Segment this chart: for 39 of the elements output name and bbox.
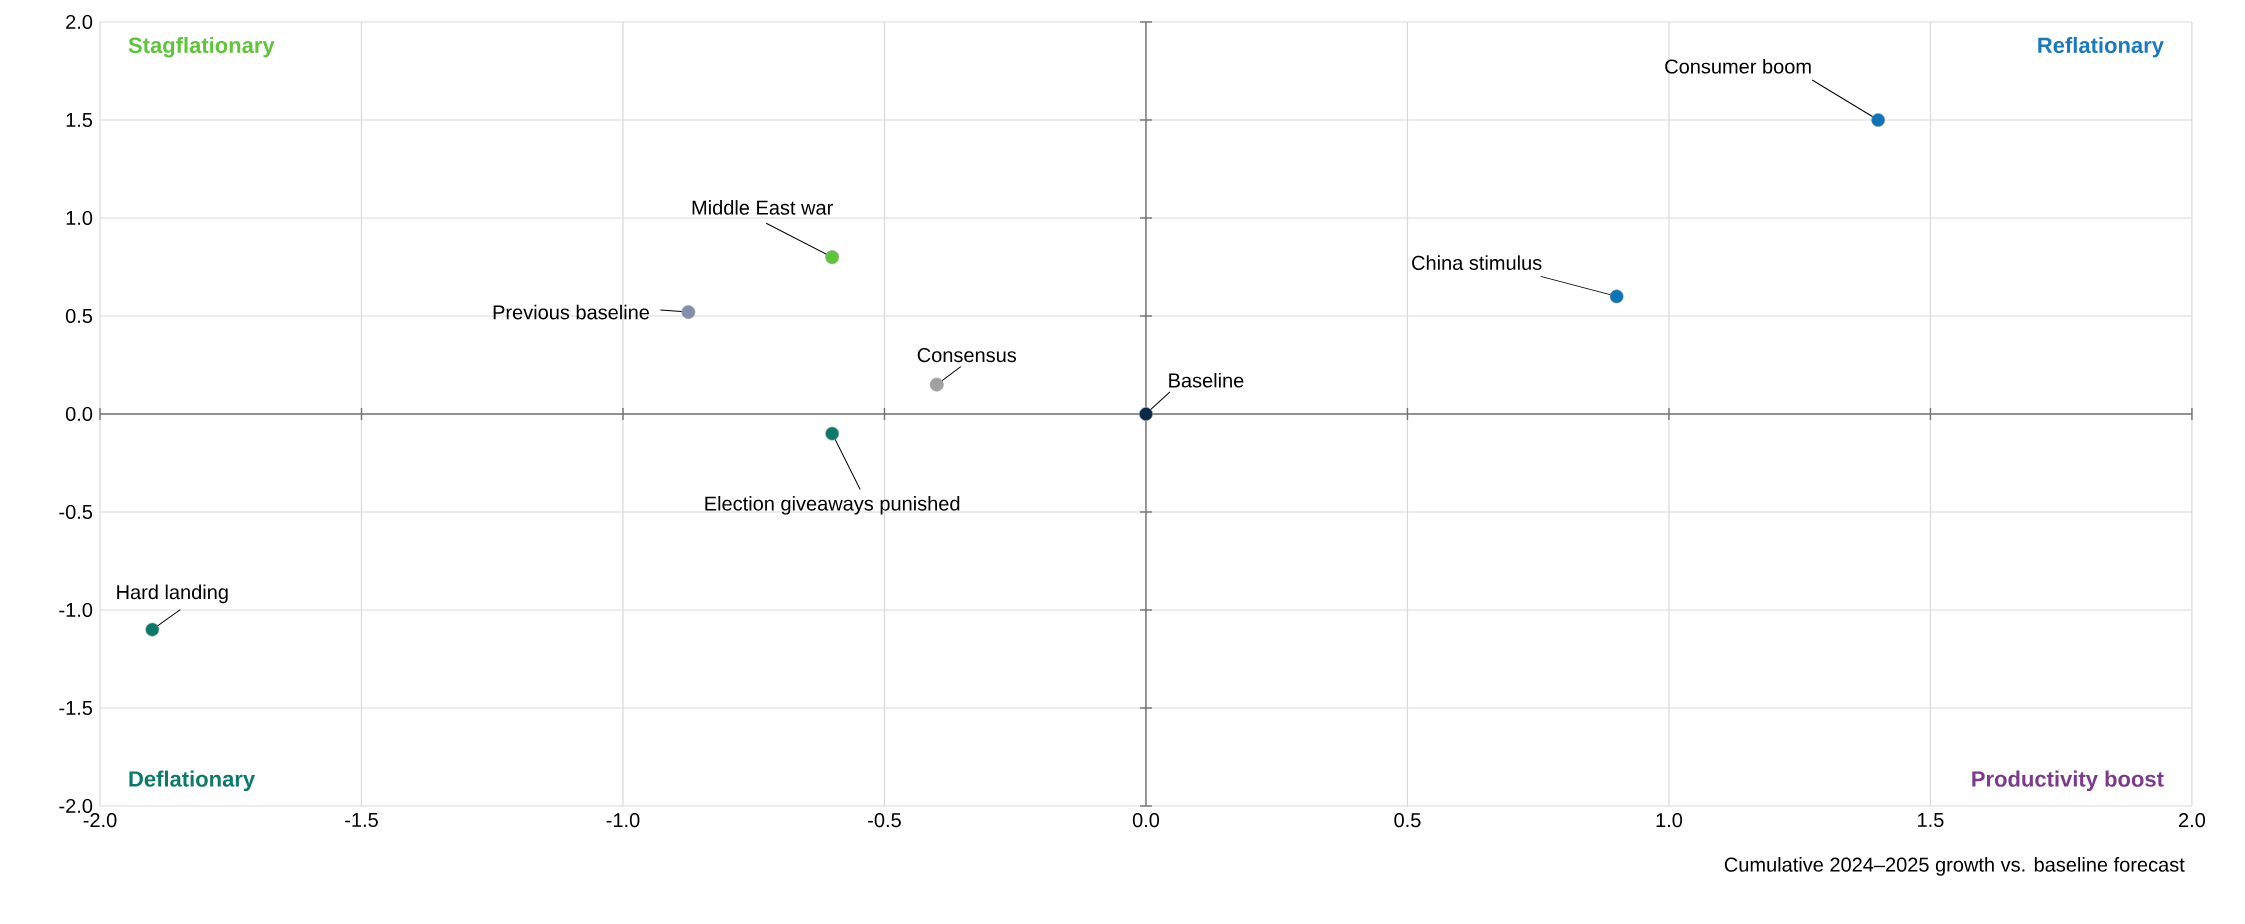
point: [825, 426, 840, 441]
annotation: Stagflationary: [128, 36, 275, 58]
point: [1139, 407, 1153, 421]
x-tick-label: 0.5: [1394, 813, 1421, 828]
point: [681, 305, 696, 319]
y-tick-label: -1.5: [59, 701, 93, 715]
series-label: Baseline: [1169, 372, 1244, 388]
point: [1609, 289, 1624, 304]
x-tick-label: 1.5: [1918, 813, 1944, 827]
annotation: Reflationary: [2038, 36, 2164, 58]
series-label: Middle East war: [692, 200, 833, 215]
point: [1871, 113, 1886, 127]
x-axis-title: Cumulative 2024–2025 growth vs. baseline forecast: [1724, 857, 2185, 876]
x-tick-label: 1.0: [1656, 813, 1683, 828]
y-tick-label: -1.0: [59, 602, 93, 618]
point: [825, 250, 840, 265]
y-tick-label: -2.0: [59, 798, 93, 814]
x-tick-label: 0.0: [1132, 813, 1160, 828]
point: [929, 377, 944, 392]
series-label: Previous baseline: [493, 304, 650, 320]
annotation: Deflationary: [129, 770, 255, 792]
y-tick-label: 0.0: [65, 406, 93, 422]
series-label: Hard landing: [117, 584, 228, 604]
series-label: Consensus: [917, 348, 1017, 363]
text: China stimulus: [1412, 255, 1542, 270]
y-tick-label: 0.5: [65, 308, 93, 324]
text: Election giveaways punished: [705, 495, 960, 515]
y-tick-label: -0.5: [59, 504, 93, 520]
x-tick-label: 2.0: [2179, 813, 2206, 828]
x-tick-label: -0.5: [868, 813, 901, 828]
annotation: Productivity boost: [1972, 770, 2164, 792]
point: [145, 622, 160, 637]
x-tick-label: -1.0: [606, 813, 640, 828]
text: Consumer boom: [1665, 58, 1811, 74]
x-tick-label: -2.0: [83, 813, 117, 828]
y-tick-label: 1.0: [66, 210, 93, 226]
y-tick-label: 1.5: [66, 113, 93, 127]
y-tick-label: 2.0: [66, 14, 93, 30]
x-tick-label: -1.5: [345, 813, 378, 827]
